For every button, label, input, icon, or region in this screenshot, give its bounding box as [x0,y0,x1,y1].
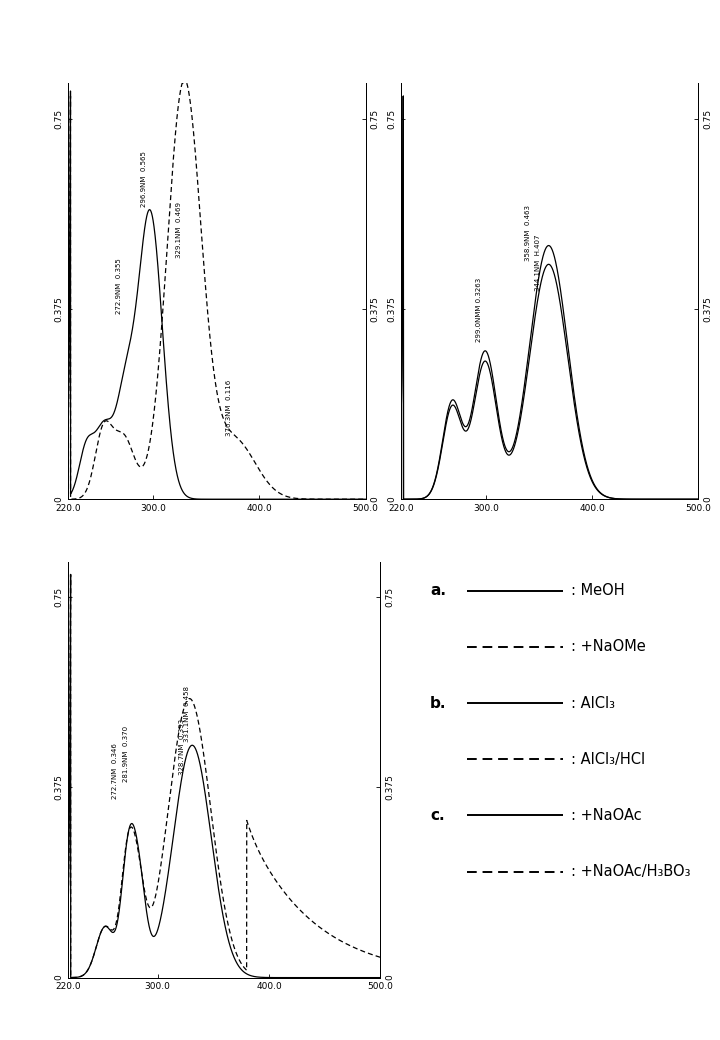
Text: 272.9NM  0.355: 272.9NM 0.355 [117,258,122,314]
Text: c.: c. [431,808,445,823]
Text: : +NaOAc/H₃BO₃: : +NaOAc/H₃BO₃ [572,864,691,879]
Text: 331.1NM  0.458: 331.1NM 0.458 [184,685,189,742]
Text: b.: b. [431,696,446,710]
Text: : +NaOAc: : +NaOAc [572,808,642,823]
Text: 328.7NM  0.393: 328.7NM 0.393 [179,719,185,775]
Text: 299.0NMM 0.3263: 299.0NMM 0.3263 [476,278,482,342]
Text: a.: a. [431,583,446,598]
Text: 272.7NM  0.346: 272.7NM 0.346 [112,744,118,799]
Text: : MeOH: : MeOH [572,583,625,598]
Text: 296.9NM  0.565: 296.9NM 0.565 [140,152,147,208]
Text: 329.1NM  0.469: 329.1NM 0.469 [176,202,181,258]
Text: 344.1NM  H.407: 344.1NM H.407 [535,235,541,291]
Text: : +NaOMe: : +NaOMe [572,640,646,654]
Text: 376.3NM  0.116: 376.3NM 0.116 [225,380,232,436]
Text: 358.9NM  0.463: 358.9NM 0.463 [525,205,531,261]
Text: : AlCl₃: : AlCl₃ [572,696,616,710]
Text: 281.9NM  0.370: 281.9NM 0.370 [123,726,130,782]
Text: : AlCl₃/HCl: : AlCl₃/HCl [572,752,646,766]
